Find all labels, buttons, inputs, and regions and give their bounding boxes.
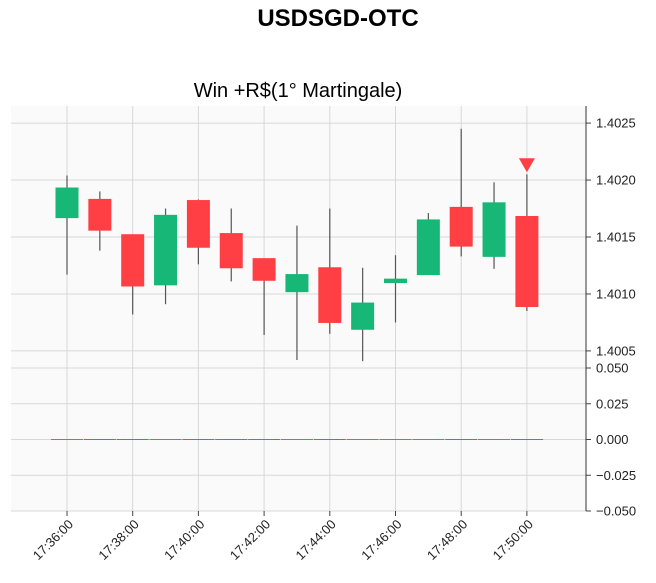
volume-bar: [149, 439, 182, 440]
volume-bar: [313, 439, 346, 440]
candle-body: [121, 234, 145, 287]
price-tick-label: 1.4020: [596, 173, 636, 188]
time-tick-label: 17:46:00: [358, 517, 404, 563]
candle-body: [416, 219, 440, 276]
candle-body: [384, 278, 407, 284]
time-tick-label: 17:50:00: [490, 517, 536, 563]
signal-marker-icon: [518, 158, 535, 173]
volume-tick-label: 0.000: [596, 432, 629, 447]
volume-tick-label: 0.025: [596, 396, 629, 411]
volume-bar: [215, 439, 248, 440]
volume-tick-label: −0.050: [596, 504, 636, 519]
candle-body: [252, 258, 276, 281]
markers: [518, 158, 535, 173]
volume-bar: [116, 439, 149, 440]
price-tick-label: 1.4025: [596, 116, 636, 131]
time-tick-label: 17:44:00: [293, 517, 339, 563]
volume-bar: [445, 439, 478, 440]
chart-title: USDSGD-OTC: [257, 5, 419, 32]
candle-body: [449, 206, 473, 247]
candle-body: [88, 198, 112, 231]
candle-body: [219, 233, 243, 269]
volume-bar: [83, 439, 116, 440]
time-tick-label: 17:40:00: [161, 517, 207, 563]
candle-body: [482, 202, 506, 257]
time-tick-label: 17:38:00: [95, 517, 141, 563]
time-tick-label: 17:48:00: [424, 517, 470, 563]
time-tick-label: 17:42:00: [227, 517, 273, 563]
candle-body: [318, 267, 342, 323]
chart-subtitle: Win +R$(1° Martingale): [193, 80, 403, 102]
volume-bar: [51, 439, 83, 440]
volume-bar: [280, 439, 313, 440]
volume-bar: [182, 439, 215, 440]
volume-bar: [510, 439, 543, 440]
volume-bar: [379, 439, 412, 440]
price-tick-label: 1.4005: [596, 343, 636, 358]
volume-tick-label: −0.025: [596, 468, 636, 483]
volume-bar: [478, 439, 511, 440]
candle-body: [55, 187, 79, 219]
time-tick-label: 17:36:00: [30, 517, 76, 563]
price-tick-label: 1.4010: [596, 286, 636, 301]
volume-bar: [346, 439, 379, 440]
volume-bars: [51, 439, 543, 440]
volume-bar: [412, 439, 445, 440]
candle-body: [351, 302, 375, 330]
candle-body: [515, 215, 539, 307]
candle-body: [285, 274, 309, 293]
volume-bar: [248, 439, 281, 440]
price-tick-label: 1.4015: [596, 230, 636, 245]
candle-body: [154, 214, 178, 286]
candle-body: [186, 200, 210, 248]
candles: [55, 128, 539, 362]
volume-tick-label: 0.050: [596, 361, 629, 376]
